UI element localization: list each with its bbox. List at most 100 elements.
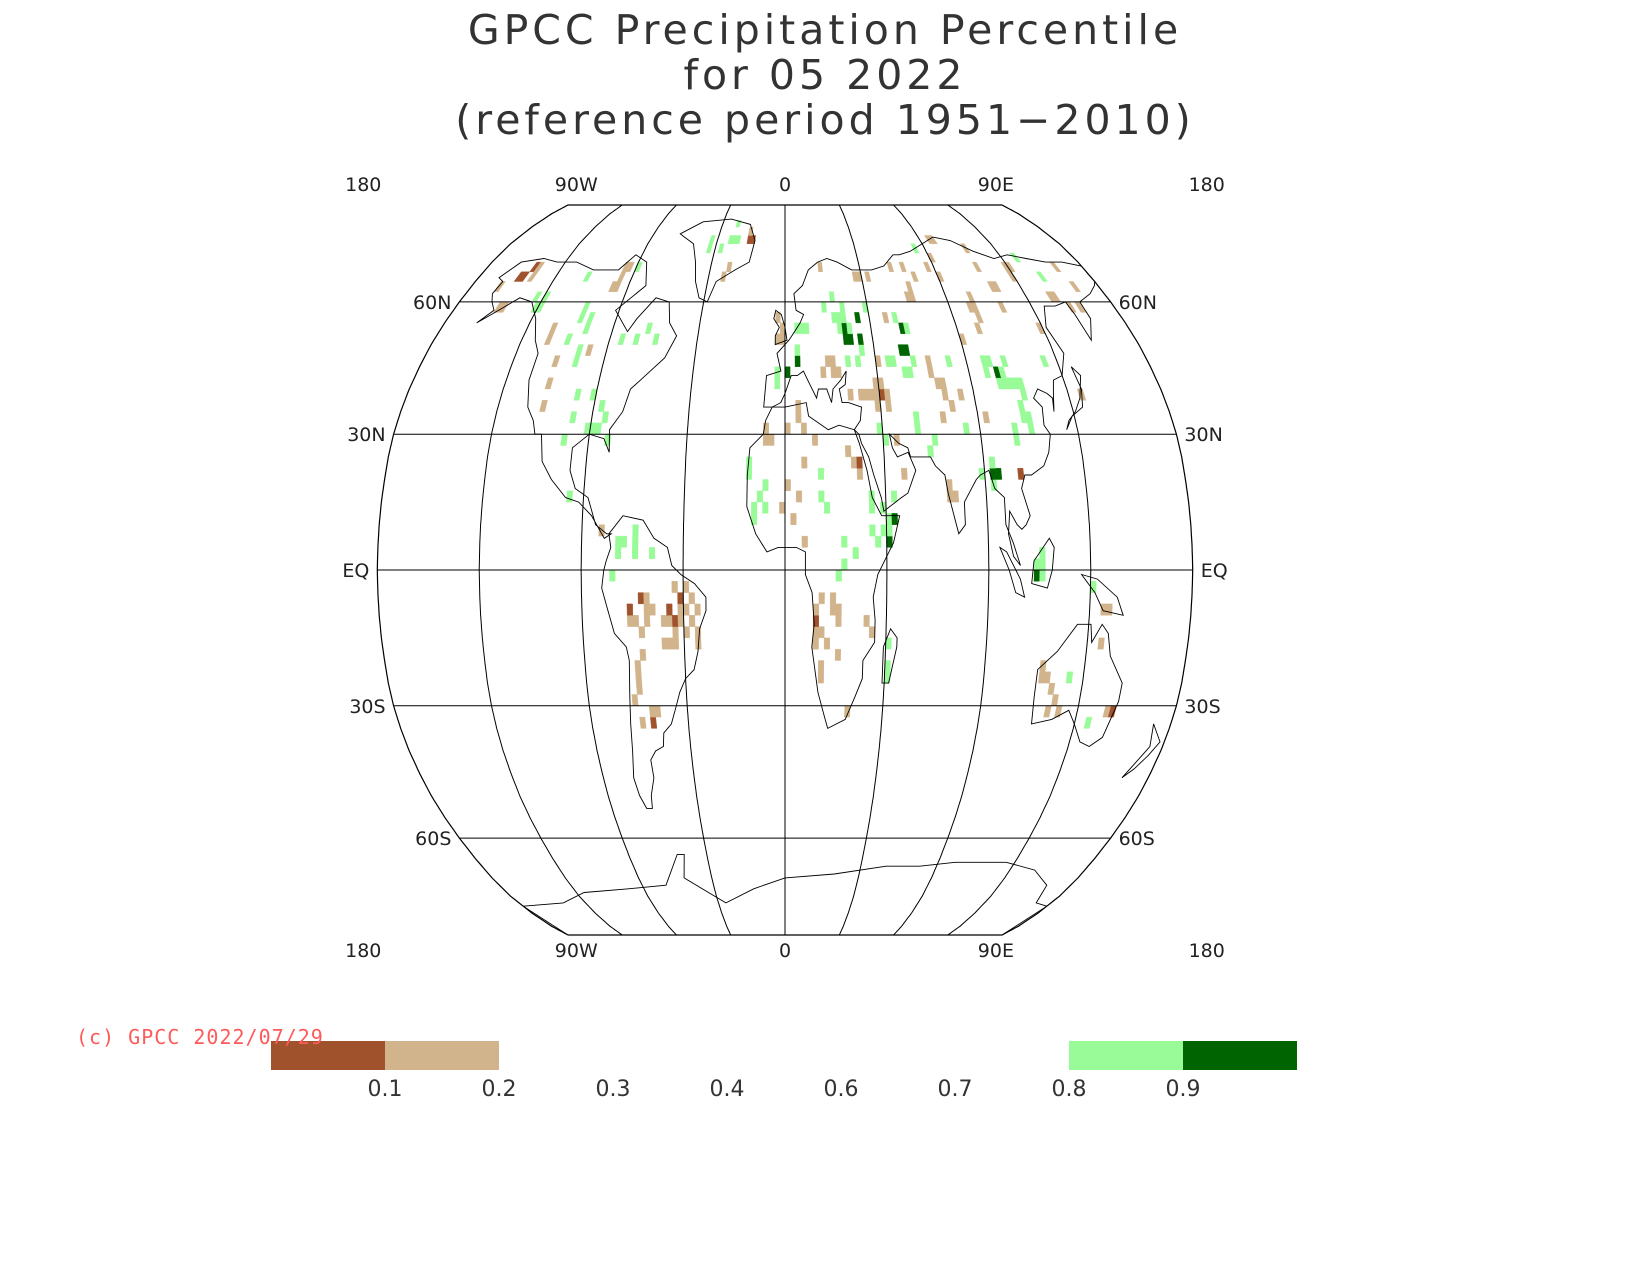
percentile-cell [1043,671,1051,684]
lat-label-right: 60S [1119,828,1155,850]
percentile-cell [566,490,574,503]
percentile-cell [677,603,684,616]
percentile-cell [784,479,791,491]
percentile-cell [835,615,842,627]
percentile-cell [672,615,679,627]
percentile-cell [762,434,769,446]
percentile-cell [614,547,622,559]
percentile-cell [643,603,650,616]
legend-tick-label: 0.2 [482,1077,517,1102]
graticule [377,204,1193,936]
percentile-cell [576,312,587,324]
percentile-cell [531,291,543,303]
percentile-cell [905,281,914,292]
percentile-cell [974,312,984,324]
percentile-cell [637,592,645,605]
percentile-cell [517,271,531,282]
percentile-cell [1049,261,1062,272]
coastline-north-america [476,254,678,539]
percentile-cell [823,501,831,514]
percentile-cell [1017,468,1025,480]
percentile-cell [571,355,581,367]
percentile-cell [638,626,646,639]
percentile-cell [956,388,965,401]
percentile-cell [784,422,791,435]
percentile-cell [672,637,680,650]
percentile-cell [563,333,574,345]
percentile-cell [982,411,990,424]
lat-label-left: EQ [342,560,369,582]
percentile-cell [973,322,983,334]
grid-labels: 180 90W 0 90E 180 180 90W 0 90E 180 60N 60N 30N 30N EQ… [342,174,1227,962]
percentile-cell [573,388,582,401]
coastline-south-america [601,515,707,809]
percentile-cell [717,243,725,254]
percentile-cell [616,271,627,282]
percentile-cell [868,501,876,514]
percentile-cell [813,603,820,616]
percentile-cell [632,535,639,548]
percentile-cell [835,569,842,582]
percentile-cell [726,261,733,272]
lat-label-right: 30S [1184,696,1220,718]
percentile-cell [746,456,753,469]
percentile-cell [960,243,971,254]
percentile-cell [779,501,786,514]
coastline-greenland [679,218,756,303]
percentile-cell [1039,569,1046,582]
percentile-cell [881,312,890,324]
percentile-cell [774,377,781,390]
percentile-cell [574,344,584,356]
percentile-cell [688,615,696,627]
percentile-cell [543,333,554,345]
percentile-cell [886,261,895,272]
percentile-cell [632,524,639,537]
percentile-cell [801,535,808,548]
percentile-cell [999,355,1009,367]
lon-label-top: 90W [555,174,598,196]
percentile-cell [834,649,842,661]
legend-tick-label: 0.3 [596,1077,631,1102]
percentile-cell [705,243,713,254]
percentile-cell [824,355,831,367]
percentile-cell [840,312,847,324]
percentile-cell [886,535,893,548]
percentile-cell [643,592,650,605]
percentile-cell [850,456,858,469]
percentile-cell [682,581,690,593]
percentile-cell [857,333,864,345]
percentile-cell [652,333,660,345]
coastline-indonesia-borneo [1031,537,1055,589]
percentile-cell [875,535,882,548]
legend-tick-label: 0.9 [1166,1077,1201,1102]
percentile-cell [586,312,596,324]
percentile-cell [988,456,996,469]
percentile-cell [666,603,673,616]
map-title: GPCC Precipitation Percentile for 05 202… [0,8,1650,143]
coastline-madagascar [881,627,898,684]
percentile-cell [798,322,805,334]
percentile-cell [835,366,842,378]
lon-label-bottom: 0 [779,940,791,962]
percentile-cell [944,355,953,367]
percentile-cell [544,377,554,390]
percentile-cell [856,468,864,480]
lat-label-left: 60N [413,292,451,314]
percentile-cell [631,547,639,559]
coastlines [476,218,1161,935]
coastline-new-zealand [1121,723,1161,779]
percentile-cell [672,626,679,639]
percentile-cell [794,355,801,367]
percentile-cell [708,235,716,244]
percentile-cell [962,422,971,435]
percentile-cell [889,355,897,367]
percentile-cell [902,322,911,334]
percentile-cell [1035,271,1048,282]
percentile-cell [982,366,992,378]
coastline-australia [1030,623,1123,748]
percentile-cell [560,434,568,446]
percentile-cell [800,422,807,435]
percentile-cell [598,524,605,537]
percentile-cell [997,366,1007,378]
coastline-new-guinea [1080,573,1124,616]
